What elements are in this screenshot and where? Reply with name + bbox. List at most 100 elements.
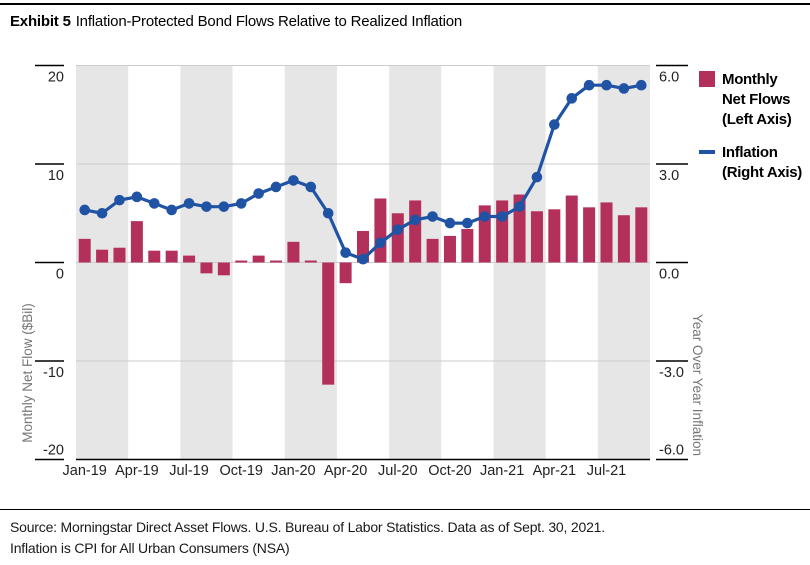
left-axis-tick-label: -20	[43, 443, 64, 459]
inflation-dot	[114, 194, 125, 206]
x-axis-tick-label: Jul-19	[169, 463, 209, 479]
net-flows-bar	[496, 200, 509, 263]
net-flows-bar	[617, 215, 630, 263]
inflation-dot	[496, 211, 508, 222]
net-flows-bar	[374, 198, 387, 263]
inflation-dot	[566, 93, 578, 104]
inflation-dot	[270, 181, 282, 193]
inflation-dot	[322, 207, 334, 219]
chart-title: Exhibit 5 Inflation-Protected Bond Flows …	[10, 13, 462, 30]
inflation-dot	[305, 181, 317, 193]
inflation-dot	[375, 237, 386, 249]
net-flows-bar	[530, 211, 543, 263]
source-line-1: Source: Morningstar Direct Asset Flows. …	[10, 519, 605, 535]
net-flows-bar	[339, 262, 352, 284]
net-flows-bar	[426, 238, 439, 263]
net-flows-bar	[148, 250, 161, 263]
x-axis-tick-label: Apr-20	[324, 463, 368, 479]
net-flows-bar	[252, 255, 265, 263]
legend-item-inflation: Inflation (Right Axis)	[699, 143, 807, 183]
inflation-dot	[201, 201, 212, 212]
left-axis-tick-label: 20	[48, 70, 64, 86]
inflation-dot	[253, 188, 264, 199]
inflation-dot	[218, 201, 230, 212]
net-flows-bar	[565, 195, 578, 263]
inflation-dot	[183, 198, 195, 209]
net-flows-bar	[409, 200, 422, 263]
inflation-dot	[549, 119, 560, 130]
net-flows-bar	[635, 207, 648, 263]
right-axis-title: Year Over Year Inflation	[690, 314, 705, 456]
exhibit-number: Exhibit 5	[10, 13, 71, 30]
net-flows-bar	[96, 249, 109, 263]
net-flows-bar	[235, 260, 248, 263]
chart-legend: Monthly Net Flows (Left Axis) Inflation …	[699, 70, 807, 196]
net-flows-bar	[548, 209, 561, 263]
inflation-dot	[148, 198, 160, 209]
inflation-dot	[357, 253, 369, 265]
legend-item-net-flows: Monthly Net Flows (Left Axis)	[699, 70, 807, 130]
legend-inflation-line1: Inflation	[722, 144, 778, 161]
net-flows-bar	[113, 247, 126, 263]
net-flows-bar	[322, 262, 335, 385]
inflation-dot	[166, 204, 177, 216]
inflation-dot	[340, 247, 351, 258]
x-axis-tick-label: Jan-21	[480, 463, 524, 479]
top-border-rule	[0, 3, 810, 5]
inflation-dot	[618, 83, 630, 94]
net-flows-swatch-icon	[699, 71, 715, 87]
legend-inflation-line2: (Right Axis)	[722, 164, 803, 181]
right-axis-tick-label: 3.0	[659, 168, 679, 184]
net-flows-bar	[304, 260, 317, 263]
net-flows-bar	[78, 238, 91, 263]
inflation-dot	[79, 204, 90, 216]
left-axis-title: Monthly Net Flow ($Bil)	[20, 303, 35, 443]
net-flows-bar	[513, 194, 526, 263]
dual-axis-chart: 20 6.0 10 3.0 0 0.0 -10 -3.0 -20 -6.0 Jan-19 Apr-19…	[20, 64, 705, 479]
net-flows-bar	[217, 262, 230, 276]
inflation-dot	[531, 171, 543, 183]
inflation-dot	[601, 79, 612, 91]
inflation-swatch-icon	[699, 150, 715, 154]
right-axis-tick-label: 0.0	[659, 267, 679, 283]
source-note: Source: Morningstar Direct Asset Flows. …	[10, 517, 605, 559]
inflation-dot	[514, 201, 525, 212]
bottom-border-rule	[0, 509, 810, 510]
inflation-dot	[583, 79, 595, 91]
x-axis-tick-label: Oct-20	[428, 463, 472, 479]
inflation-dot	[235, 198, 247, 209]
net-flows-bar	[391, 213, 404, 263]
inflation-dot	[409, 214, 421, 226]
source-line-2: Inflation is CPI for All Urban Consumers…	[10, 540, 290, 556]
x-axis-tick-label: Jul-20	[378, 463, 418, 479]
inflation-dot	[288, 175, 299, 186]
left-axis-tick-label: 0	[56, 267, 64, 283]
net-flows-bar	[287, 241, 300, 263]
right-axis-tick-label: -3.0	[659, 365, 684, 381]
left-axis-tick-label: -10	[43, 365, 64, 381]
inflation-dot	[479, 211, 491, 222]
legend-net-flows-line1: Monthly	[722, 71, 778, 88]
net-flows-bar	[270, 260, 283, 263]
inflation-dot	[392, 224, 404, 235]
chart-title-text: Inflation-Protected Bond Flows Relative …	[75, 13, 463, 30]
inflation-dot	[96, 207, 108, 219]
inflation-dot	[636, 79, 647, 91]
net-flows-bar	[200, 262, 213, 274]
net-flows-bar	[443, 235, 456, 263]
x-axis-tick-label: Apr-19	[115, 463, 159, 479]
right-axis-tick-label: -6.0	[659, 443, 684, 459]
legend-net-flows-line3: (Left Axis)	[722, 111, 792, 128]
x-axis-tick-label: Oct-19	[219, 463, 263, 479]
net-flows-bar	[165, 250, 178, 263]
net-flows-bar	[583, 207, 596, 263]
x-axis-tick-label: Jan-19	[63, 463, 107, 479]
inflation-dot	[462, 217, 473, 229]
net-flows-bar	[600, 202, 613, 263]
net-flows-bar	[130, 221, 143, 263]
right-axis-tick-label: 6.0	[659, 70, 679, 86]
x-axis-tick-label: Apr-21	[533, 463, 577, 479]
net-flows-bar	[461, 229, 474, 263]
inflation-dot	[444, 217, 456, 229]
